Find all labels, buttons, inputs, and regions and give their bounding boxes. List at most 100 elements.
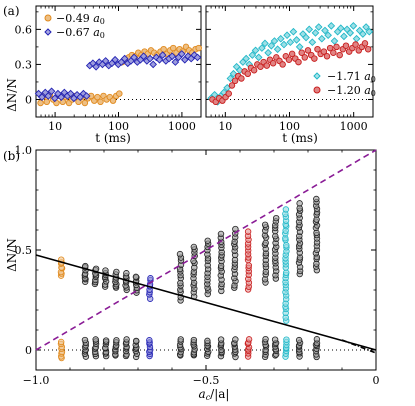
data-column-7 [146, 275, 154, 360]
data-point [340, 32, 348, 41]
legend-entry-cyan: −1.71 a0 [327, 70, 376, 84]
data-point [204, 237, 211, 244]
data-point [101, 57, 110, 65]
data-point [352, 34, 361, 43]
data-point [79, 89, 88, 98]
data-point [232, 336, 239, 343]
x-tick-label: −0.5 [193, 374, 220, 387]
data-point [37, 99, 44, 107]
data-point [267, 41, 276, 50]
data-column-0 [57, 256, 66, 362]
data-point [280, 40, 288, 49]
data-point [313, 195, 320, 203]
legend-marker-cyan-diamond [313, 72, 321, 80]
data-point [244, 70, 252, 78]
data-point [57, 338, 65, 346]
data-point [279, 61, 286, 68]
data-point [321, 26, 329, 35]
data-point [155, 55, 164, 64]
data-point [311, 29, 320, 37]
data-point [311, 55, 318, 62]
data-point [308, 38, 317, 47]
data-point [276, 34, 285, 43]
panel-a-left-xlabel: t (ms) [95, 131, 131, 145]
data-point [81, 336, 89, 344]
data-column-6 [132, 273, 141, 361]
x-tick-label: 1000 [168, 120, 196, 133]
data-point [92, 62, 100, 71]
x-tick-label: 100 [279, 120, 300, 133]
data-point [190, 336, 198, 344]
data-point [273, 214, 280, 222]
data-column-1 [81, 262, 90, 360]
y-tick-label: 1.0 [15, 144, 33, 157]
data-point [132, 337, 140, 345]
data-point [261, 221, 269, 229]
data-column-2 [91, 265, 100, 360]
data-point [314, 23, 323, 31]
data-point [269, 60, 277, 67]
data-point [225, 90, 232, 97]
data-point [94, 93, 101, 101]
data-point [270, 37, 279, 45]
data-point [283, 242, 290, 249]
data-point [244, 228, 252, 235]
data-point [313, 336, 321, 343]
data-point [245, 262, 253, 269]
data-point [123, 336, 130, 343]
legend-entry-orange: −0.49 a0 [56, 12, 105, 26]
x-tick-label: −1.0 [23, 374, 50, 387]
chart-panel-b: −1.0 −0.5 0 0 0.5 1.0 [15, 144, 380, 387]
data-point [81, 99, 89, 107]
data-point [66, 89, 75, 98]
data-column-12 [231, 225, 239, 361]
data-point [217, 230, 225, 238]
data-point [160, 45, 167, 53]
data-column-3 [101, 267, 110, 360]
data-columns [57, 195, 321, 362]
fit-line-solid [35, 254, 377, 351]
data-point [295, 43, 304, 51]
data-point [288, 50, 296, 58]
data-point [301, 54, 309, 61]
panel-b-xlabel: ac/|a| [199, 387, 230, 402]
data-point [238, 75, 245, 82]
x-tick-label: 0 [373, 374, 380, 387]
legend-entry-blue: −0.67 a0 [56, 26, 105, 40]
data-point [177, 50, 186, 58]
data-column-8 [176, 250, 185, 359]
data-point [177, 336, 184, 343]
y-tick-label: 0.3 [15, 58, 33, 71]
data-point [168, 52, 177, 61]
data-point [364, 45, 372, 53]
data-point [245, 336, 253, 343]
series-1-1 [209, 40, 372, 106]
legend-panel-a-left: −0.49 a0 −0.67 a0 [44, 12, 105, 40]
data-point [326, 44, 334, 52]
data-point [171, 58, 180, 66]
data-point [362, 23, 370, 31]
data-point [317, 34, 326, 43]
data-point [330, 49, 337, 56]
data-point [190, 51, 199, 59]
data-point [330, 37, 339, 45]
data-point [176, 250, 184, 258]
data-point [264, 48, 272, 57]
data-point [228, 82, 236, 89]
data-point [193, 53, 202, 62]
data-point [250, 67, 258, 74]
panel-a-ylabel: ΔN/N [5, 78, 19, 112]
data-column-15 [271, 214, 280, 359]
data-point [289, 27, 298, 36]
data-point [296, 200, 303, 207]
data-point [226, 74, 235, 83]
data-point [263, 62, 271, 69]
data-point [82, 92, 91, 100]
data-point [295, 58, 302, 66]
data-column-14 [261, 221, 270, 361]
data-point [286, 38, 295, 47]
data-point [113, 337, 120, 344]
data-point [102, 267, 109, 274]
data-point [73, 90, 81, 99]
data-column-10 [203, 237, 212, 359]
